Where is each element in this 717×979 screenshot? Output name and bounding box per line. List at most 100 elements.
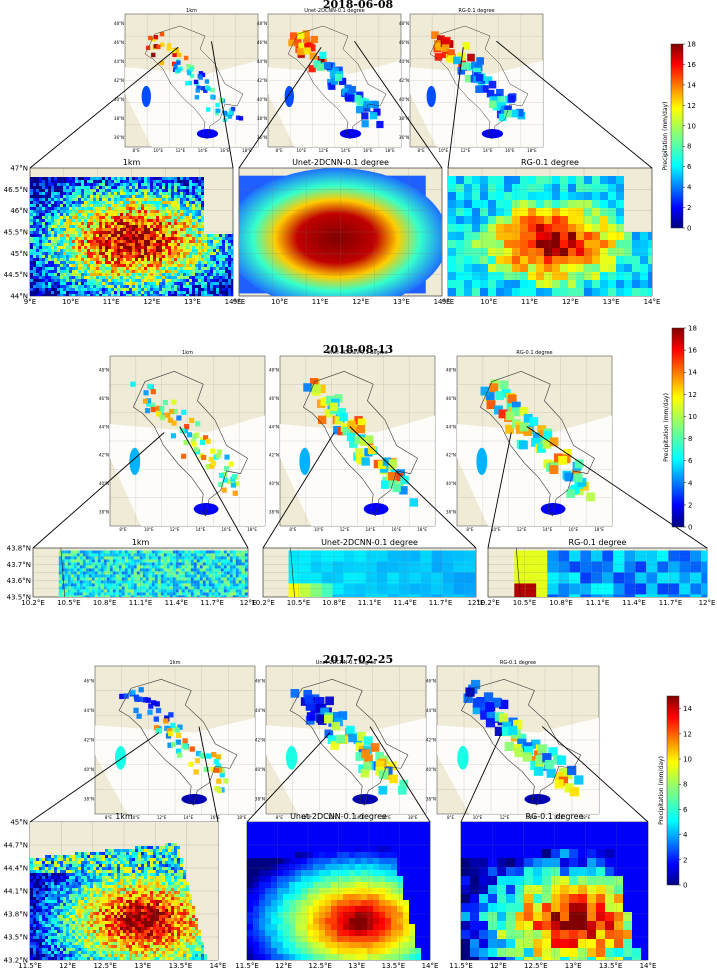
precip-cell bbox=[171, 61, 177, 67]
precip-cell bbox=[354, 448, 364, 457]
precip-cell bbox=[330, 741, 340, 750]
precip-cell bbox=[176, 68, 181, 73]
precip-cell bbox=[360, 437, 369, 446]
map-lon-tick: 18°E bbox=[581, 815, 591, 820]
precip-cell bbox=[549, 437, 559, 447]
zoom-title: RG-0.1 degree bbox=[569, 538, 627, 547]
zoom-lat-tick: 43.8°N bbox=[7, 545, 31, 553]
precip-cell bbox=[453, 56, 461, 65]
zoom-lon-tick: 12°E bbox=[468, 599, 485, 607]
connector-line bbox=[198, 726, 219, 823]
precip-cell bbox=[172, 408, 178, 415]
colorbar: 0 2 4 6 8 10 12 14 Precipitation (mm/day) bbox=[658, 695, 692, 890]
map-lat-tick: 42°N bbox=[84, 738, 94, 743]
map-lat-tick: 40°N bbox=[446, 481, 456, 486]
coastline bbox=[302, 370, 418, 517]
map-lon-tick: 12°E bbox=[176, 148, 186, 153]
map-lat-tick: 42°N bbox=[99, 453, 109, 458]
zoom-lon-tick: 10.8°E bbox=[93, 599, 117, 607]
precip-cell bbox=[167, 742, 173, 748]
zoom-lon-tick: 13°E bbox=[565, 962, 582, 970]
map-lon-tick: 16°E bbox=[568, 527, 578, 532]
overview-map: RG-0.1 degree 38°N 40°N 42°N 44°N 46°N 8°E 10°E… bbox=[426, 660, 600, 820]
zoom-lat-tick: 44.5°N bbox=[4, 271, 28, 279]
precip-cell bbox=[167, 417, 173, 423]
precip-cell bbox=[334, 394, 343, 403]
precip-cell bbox=[554, 779, 564, 789]
precip-cell bbox=[199, 752, 205, 758]
precip-cell bbox=[156, 728, 163, 734]
precip-cell bbox=[172, 52, 177, 58]
precip-cell bbox=[163, 718, 169, 724]
precip-cell bbox=[535, 755, 545, 765]
map-lat-tick: 42°N bbox=[399, 78, 409, 83]
colorbar-tick: 8 bbox=[683, 781, 687, 789]
zoom-panel: RG-0.1 degree 10.2°E 10.5°E 10.8°E 11.1°E 11.… bbox=[476, 538, 715, 607]
precip-cell bbox=[377, 460, 387, 469]
overview-map: Unet-2DCNN-0.1 degree 36°N 38°N 40°N 42°N 44°… bbox=[257, 8, 402, 153]
precip-cell bbox=[143, 390, 149, 396]
precip-cell bbox=[462, 42, 471, 50]
precip-cell bbox=[184, 424, 190, 430]
figure-group-3: 2017-02-25 1km 38°N 40°N 42°N 44°N 46°N 8°E 10°E… bbox=[4, 653, 693, 970]
precip-cell bbox=[441, 38, 450, 47]
map-lat-tick: 46°N bbox=[446, 396, 456, 401]
overview-map: 1km 36°N 38°N 40°N 42°N 44°N 46°N 48°N 8°E 10°E 12… bbox=[114, 8, 259, 153]
precip-cell bbox=[485, 391, 495, 401]
precip-cell bbox=[486, 400, 496, 410]
map-lat-tick: 40°N bbox=[426, 767, 436, 772]
coastline bbox=[460, 679, 582, 806]
precip-cell bbox=[344, 84, 352, 92]
precip-cell bbox=[544, 759, 555, 770]
precip-cell bbox=[228, 110, 233, 116]
zoom-lon-tick: 12°E bbox=[275, 962, 292, 970]
precip-cell bbox=[361, 457, 370, 466]
zoom-lon-tick: 13°E bbox=[134, 962, 151, 970]
precip-cell bbox=[336, 734, 345, 744]
zoom-lat-tick: 47°N bbox=[10, 165, 28, 173]
zoom-lon-tick: 11.5°E bbox=[235, 962, 259, 970]
map-lon-tick: 14°E bbox=[543, 527, 553, 532]
map-lat-tick: 38°N bbox=[255, 797, 265, 802]
precip-cell bbox=[216, 767, 223, 773]
map-lat-tick: 46°N bbox=[426, 678, 436, 683]
map-lat-tick: 48°N bbox=[257, 21, 267, 26]
overview-map: 1km 38°N 40°N 42°N 44°N 46°N 48°N 8°E 10°E 12°E 14… bbox=[99, 350, 266, 532]
precip-cell bbox=[130, 689, 136, 696]
precip-cell bbox=[193, 447, 199, 453]
colorbar-tick: 6 bbox=[688, 457, 693, 465]
zoom-lon-tick: 9°E bbox=[24, 298, 36, 306]
precip-cell bbox=[457, 67, 466, 75]
precip-cell bbox=[231, 474, 238, 480]
connector-line bbox=[29, 46, 179, 169]
precip-cell bbox=[392, 483, 401, 493]
precip-cell bbox=[488, 80, 497, 89]
precip-cell bbox=[182, 743, 188, 749]
precip-cell bbox=[354, 436, 363, 445]
precip-cell bbox=[187, 70, 192, 76]
precip-cell bbox=[480, 386, 490, 396]
precip-cell bbox=[185, 81, 190, 86]
precip-cell bbox=[204, 79, 210, 84]
map-lon-tick: 8°E bbox=[289, 527, 297, 532]
connector-line bbox=[179, 426, 249, 549]
map-lon-tick: 10°E bbox=[144, 527, 154, 532]
zoom-lat-tick: 44.4°N bbox=[4, 865, 28, 873]
colorbar-tick: 14 bbox=[687, 81, 696, 89]
precip-cell bbox=[222, 477, 228, 483]
precip-cell bbox=[174, 48, 179, 53]
precip-cell bbox=[473, 67, 481, 76]
zoom-lon-tick: 11°E bbox=[312, 298, 329, 306]
precip-cell bbox=[389, 774, 398, 784]
map-title: 1km bbox=[170, 660, 181, 666]
precip-cell bbox=[367, 445, 377, 455]
precip-cell bbox=[346, 432, 356, 441]
zoom-panel: 1km 10.2°E 10.5°E 10.8°E 11.1°E 11.4°E 11.7°E 1… bbox=[7, 538, 257, 607]
connector-line bbox=[32, 432, 165, 549]
zoom-panel: 1km 11.5°E 12°E 12.5°E 13°E 13.5°E 14°E 43.2°N 4… bbox=[4, 812, 227, 970]
precip-cell bbox=[216, 778, 222, 784]
precip-cell bbox=[226, 479, 232, 485]
precip-cell bbox=[511, 401, 521, 411]
precip-cell bbox=[310, 704, 320, 714]
